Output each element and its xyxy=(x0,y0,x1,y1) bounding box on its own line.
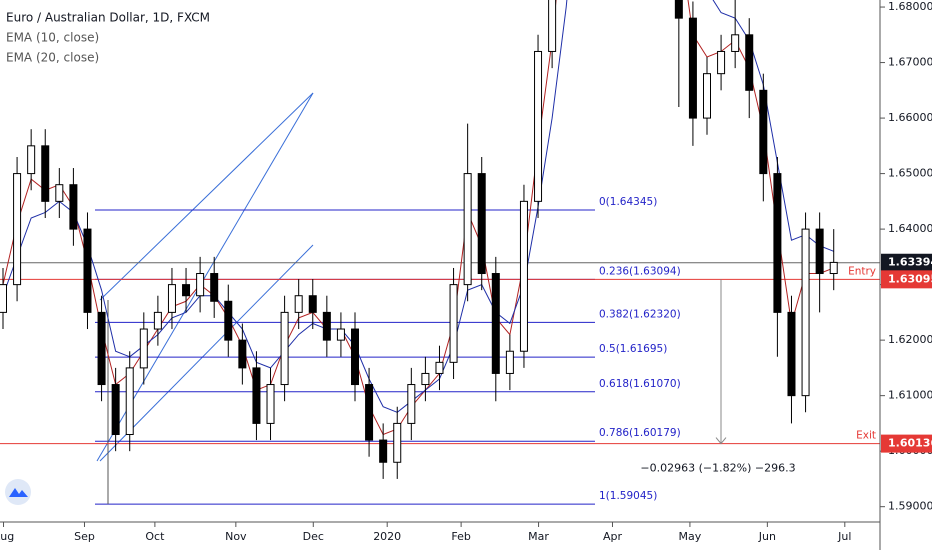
x-tick-label: Aug xyxy=(0,530,14,543)
candle-body xyxy=(731,34,740,52)
candle-body xyxy=(196,273,205,297)
candle-body xyxy=(224,300,233,341)
x-tick-label: Oct xyxy=(145,530,165,543)
price-tag xyxy=(881,253,932,272)
candle-body xyxy=(308,295,317,313)
candle-body xyxy=(322,311,331,341)
candle-body xyxy=(27,145,36,175)
candle-body xyxy=(97,311,106,386)
price-tag xyxy=(881,270,932,289)
fib-label: 0.382(1.62320) xyxy=(599,308,681,320)
fib-label: 0.5(1.61695) xyxy=(599,343,667,355)
candle-body xyxy=(111,384,120,436)
x-tick-label: Mar xyxy=(528,530,549,543)
x-tick-label: 2020 xyxy=(373,530,401,543)
exit-label: Exit xyxy=(856,430,876,442)
x-tick-label: Jul xyxy=(837,530,851,543)
x-tick-label: Dec xyxy=(303,530,324,543)
candle-body xyxy=(167,284,176,313)
candle-body xyxy=(266,384,275,424)
candle-body xyxy=(0,284,7,313)
price-tag-label: 1.63394 xyxy=(888,256,932,269)
candle-body xyxy=(365,384,374,441)
candle-body xyxy=(717,50,726,75)
y-tick-label: 1.61000 xyxy=(888,389,932,402)
x-tick-label: Sep xyxy=(74,530,95,543)
y-tick-label: 1.65000 xyxy=(888,167,932,180)
candle-body xyxy=(505,350,514,374)
y-tick-label: 1.66000 xyxy=(888,111,932,124)
x-tick-label: Jun xyxy=(758,530,776,543)
price-tag-label: 1.63095 xyxy=(888,272,932,285)
candle-body xyxy=(83,228,92,313)
entry-label: Entry xyxy=(848,265,876,277)
price-tag xyxy=(881,434,932,453)
candle-body xyxy=(13,173,22,286)
x-tick-label: Apr xyxy=(603,530,623,543)
ema-line xyxy=(2,0,834,413)
fib-label: 0.786(1.60179) xyxy=(599,427,681,439)
candle-body xyxy=(351,328,359,386)
candle-body xyxy=(182,284,191,297)
candle-body xyxy=(829,261,838,275)
logo xyxy=(5,479,31,505)
plot-area: 0(1.64345) 0.236(1.63094) 0.382(1.62320) 0.… xyxy=(0,0,880,505)
x-tick-label: Nov xyxy=(225,530,247,543)
candle-body xyxy=(519,200,528,352)
candle-body xyxy=(407,384,416,424)
chart-title: Euro / Australian Dollar, 1D, FXCM xyxy=(6,11,210,25)
candle-body xyxy=(336,328,345,341)
candle-body xyxy=(801,228,810,397)
y-tick-label: 1.59000 xyxy=(888,500,932,513)
fib-label: 0.236(1.63094) xyxy=(599,265,681,277)
candle-body xyxy=(759,89,768,175)
candle-body xyxy=(294,295,303,313)
legend-entry: EMA (10, close) xyxy=(6,31,99,45)
candle-body xyxy=(238,339,247,369)
measure-arrow xyxy=(715,437,727,445)
y-tick-label: 1.64000 xyxy=(888,222,932,235)
candle-body xyxy=(449,284,458,363)
x-tick-label: Feb xyxy=(451,530,470,543)
candle-body xyxy=(139,328,148,369)
candle-body xyxy=(674,0,683,19)
candle-body xyxy=(815,228,824,275)
channel-line xyxy=(99,92,314,301)
candle-body xyxy=(125,367,134,436)
fib-label: 0(1.64345) xyxy=(599,196,657,208)
candle-body xyxy=(41,145,50,202)
candle-body xyxy=(210,273,219,302)
candle-body xyxy=(393,422,402,463)
fib-label: 0.618(1.61070) xyxy=(599,378,681,390)
y-tick-label: 1.67000 xyxy=(888,56,932,69)
candle-body xyxy=(548,0,557,52)
candle-body xyxy=(435,361,444,374)
candle-body xyxy=(379,439,388,463)
candle-body xyxy=(773,173,782,313)
candle-body xyxy=(69,184,78,230)
y-tick-label: 1.62000 xyxy=(888,333,932,346)
y-tick-label: 1.68000 xyxy=(888,0,932,13)
x-tick-label: May xyxy=(679,530,702,543)
candle-body xyxy=(153,311,162,330)
candle-body xyxy=(491,273,500,374)
price-tag-label: 1.60136 xyxy=(888,437,932,450)
candle-body xyxy=(463,173,472,286)
measure-label: −0.02963 (−1.82%) −296.3 xyxy=(640,462,795,475)
candle-body xyxy=(252,367,261,424)
candle-body xyxy=(688,17,697,119)
candle-body xyxy=(421,372,430,386)
candle-body xyxy=(477,173,486,275)
candle-body xyxy=(787,311,796,397)
fib-label: 1(1.59045) xyxy=(599,490,657,502)
channel-line xyxy=(99,244,314,462)
candle-body xyxy=(745,34,754,91)
candle-body xyxy=(280,311,289,386)
legend-entry: EMA (20, close) xyxy=(6,51,99,65)
candle-body xyxy=(55,184,64,202)
candle-body xyxy=(703,73,711,119)
candle-body xyxy=(534,50,543,202)
